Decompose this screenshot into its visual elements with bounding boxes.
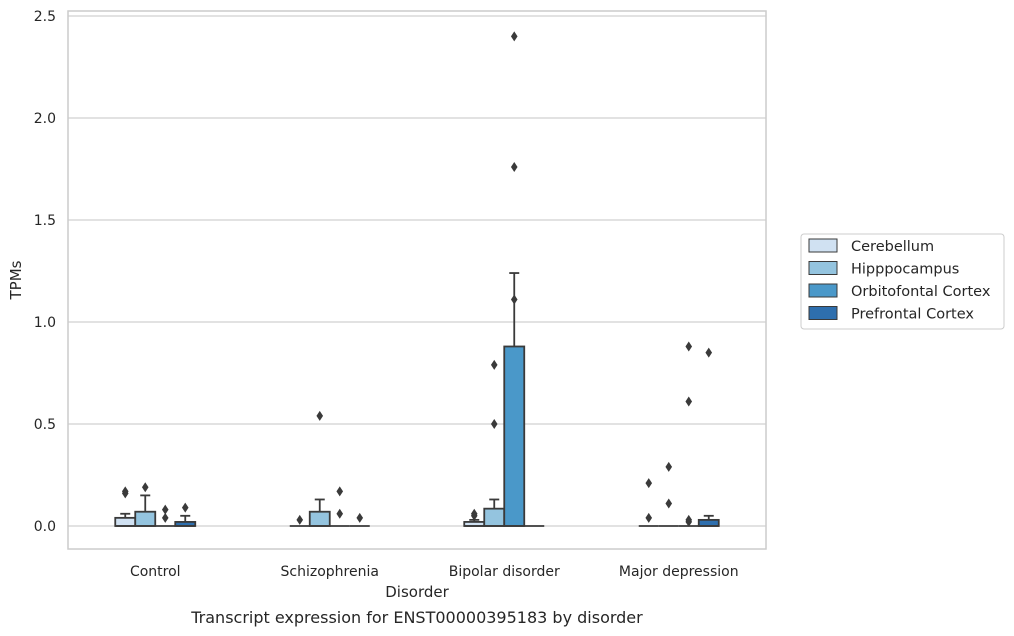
y-tick-labels: 0.0 0.5 1.0 1.5 2.0 2.5 xyxy=(34,9,56,535)
y-tick-label: 2.0 xyxy=(34,111,56,127)
outlier-point xyxy=(296,514,304,525)
box-orbitofontal-cortex xyxy=(155,504,176,527)
outlier-point xyxy=(510,31,518,42)
legend-label: Cerebellum xyxy=(851,239,934,255)
x-tick-labels: Control Schizophrenia Bipolar disorder Majo… xyxy=(130,564,739,580)
plot-frame xyxy=(67,10,767,550)
box-orbitofontal-cortex xyxy=(503,31,526,527)
y-axis-label: TPMs xyxy=(7,260,25,300)
outlier-point xyxy=(665,461,673,472)
box-hipppocampus xyxy=(134,482,157,527)
x-tick-label: Major depression xyxy=(619,564,739,580)
outlier-point xyxy=(685,516,693,527)
box-cerebellum xyxy=(289,514,310,527)
x-axis-label: Disorder xyxy=(385,583,449,601)
y-tick-label: 0.5 xyxy=(34,417,56,433)
box-hipppocampus xyxy=(308,410,331,527)
outlier-point xyxy=(356,512,364,523)
legend-swatch xyxy=(808,238,838,253)
x-tick-label: Bipolar disorder xyxy=(449,564,560,580)
outlier-point xyxy=(490,359,498,370)
plot-background xyxy=(68,11,766,549)
box-cerebellum xyxy=(114,486,137,527)
outlier-point xyxy=(161,512,169,523)
outlier-point xyxy=(141,482,149,493)
outlier-point xyxy=(645,512,653,523)
box-prefrontal-cortex xyxy=(174,502,197,527)
x-tick-label: Control xyxy=(130,564,181,580)
box-cerebellum xyxy=(463,508,486,527)
outlier-point xyxy=(490,419,498,429)
outlier-point xyxy=(336,508,344,519)
chart-caption: Transcript expression for ENST0000039518… xyxy=(190,608,643,627)
y-tick-label: 2.5 xyxy=(34,9,56,25)
box-cerebellum xyxy=(638,478,659,527)
box xyxy=(308,510,331,527)
box xyxy=(483,507,506,527)
outlier-point xyxy=(645,478,653,489)
box-plots xyxy=(114,31,720,527)
y-tick-label: 0.0 xyxy=(34,519,56,535)
box-orbitofontal-cortex xyxy=(329,486,350,527)
outlier-point xyxy=(510,161,518,172)
outlier-point xyxy=(121,486,129,497)
legend-swatch xyxy=(808,283,838,298)
legend-swatch xyxy=(808,306,838,320)
x-tick-label: Schizophrenia xyxy=(281,564,379,580)
box xyxy=(114,516,137,527)
legend-swatch xyxy=(808,261,838,275)
y-tick-label: 1.0 xyxy=(34,315,56,331)
outlier-point xyxy=(685,396,693,407)
box xyxy=(503,345,526,527)
box-orbitofontal-cortex xyxy=(678,341,699,527)
outlier-point xyxy=(685,341,693,352)
box xyxy=(697,518,720,527)
outlier-point xyxy=(161,504,169,515)
box xyxy=(134,510,157,527)
box-hipppocampus xyxy=(658,461,679,527)
outlier-point xyxy=(181,502,189,513)
legend-label: Hipppocampus xyxy=(851,262,959,278)
legend: Cerebellum Hipppocampus Orbitofontal Corte… xyxy=(800,233,1005,330)
y-tick-label: 1.5 xyxy=(34,213,56,229)
outlier-point xyxy=(316,410,324,421)
outlier-point xyxy=(470,508,478,519)
legend-frame xyxy=(800,233,1005,330)
outlier-point xyxy=(665,498,673,509)
legend-label: Orbitofontal Cortex xyxy=(851,284,991,300)
outlier-point xyxy=(336,486,344,497)
box-prefrontal-cortex xyxy=(349,512,370,527)
legend-label: Prefrontal Cortex xyxy=(851,307,974,323)
box-prefrontal-cortex xyxy=(697,347,720,527)
outlier-point xyxy=(705,347,713,358)
outlier-point xyxy=(510,294,518,305)
